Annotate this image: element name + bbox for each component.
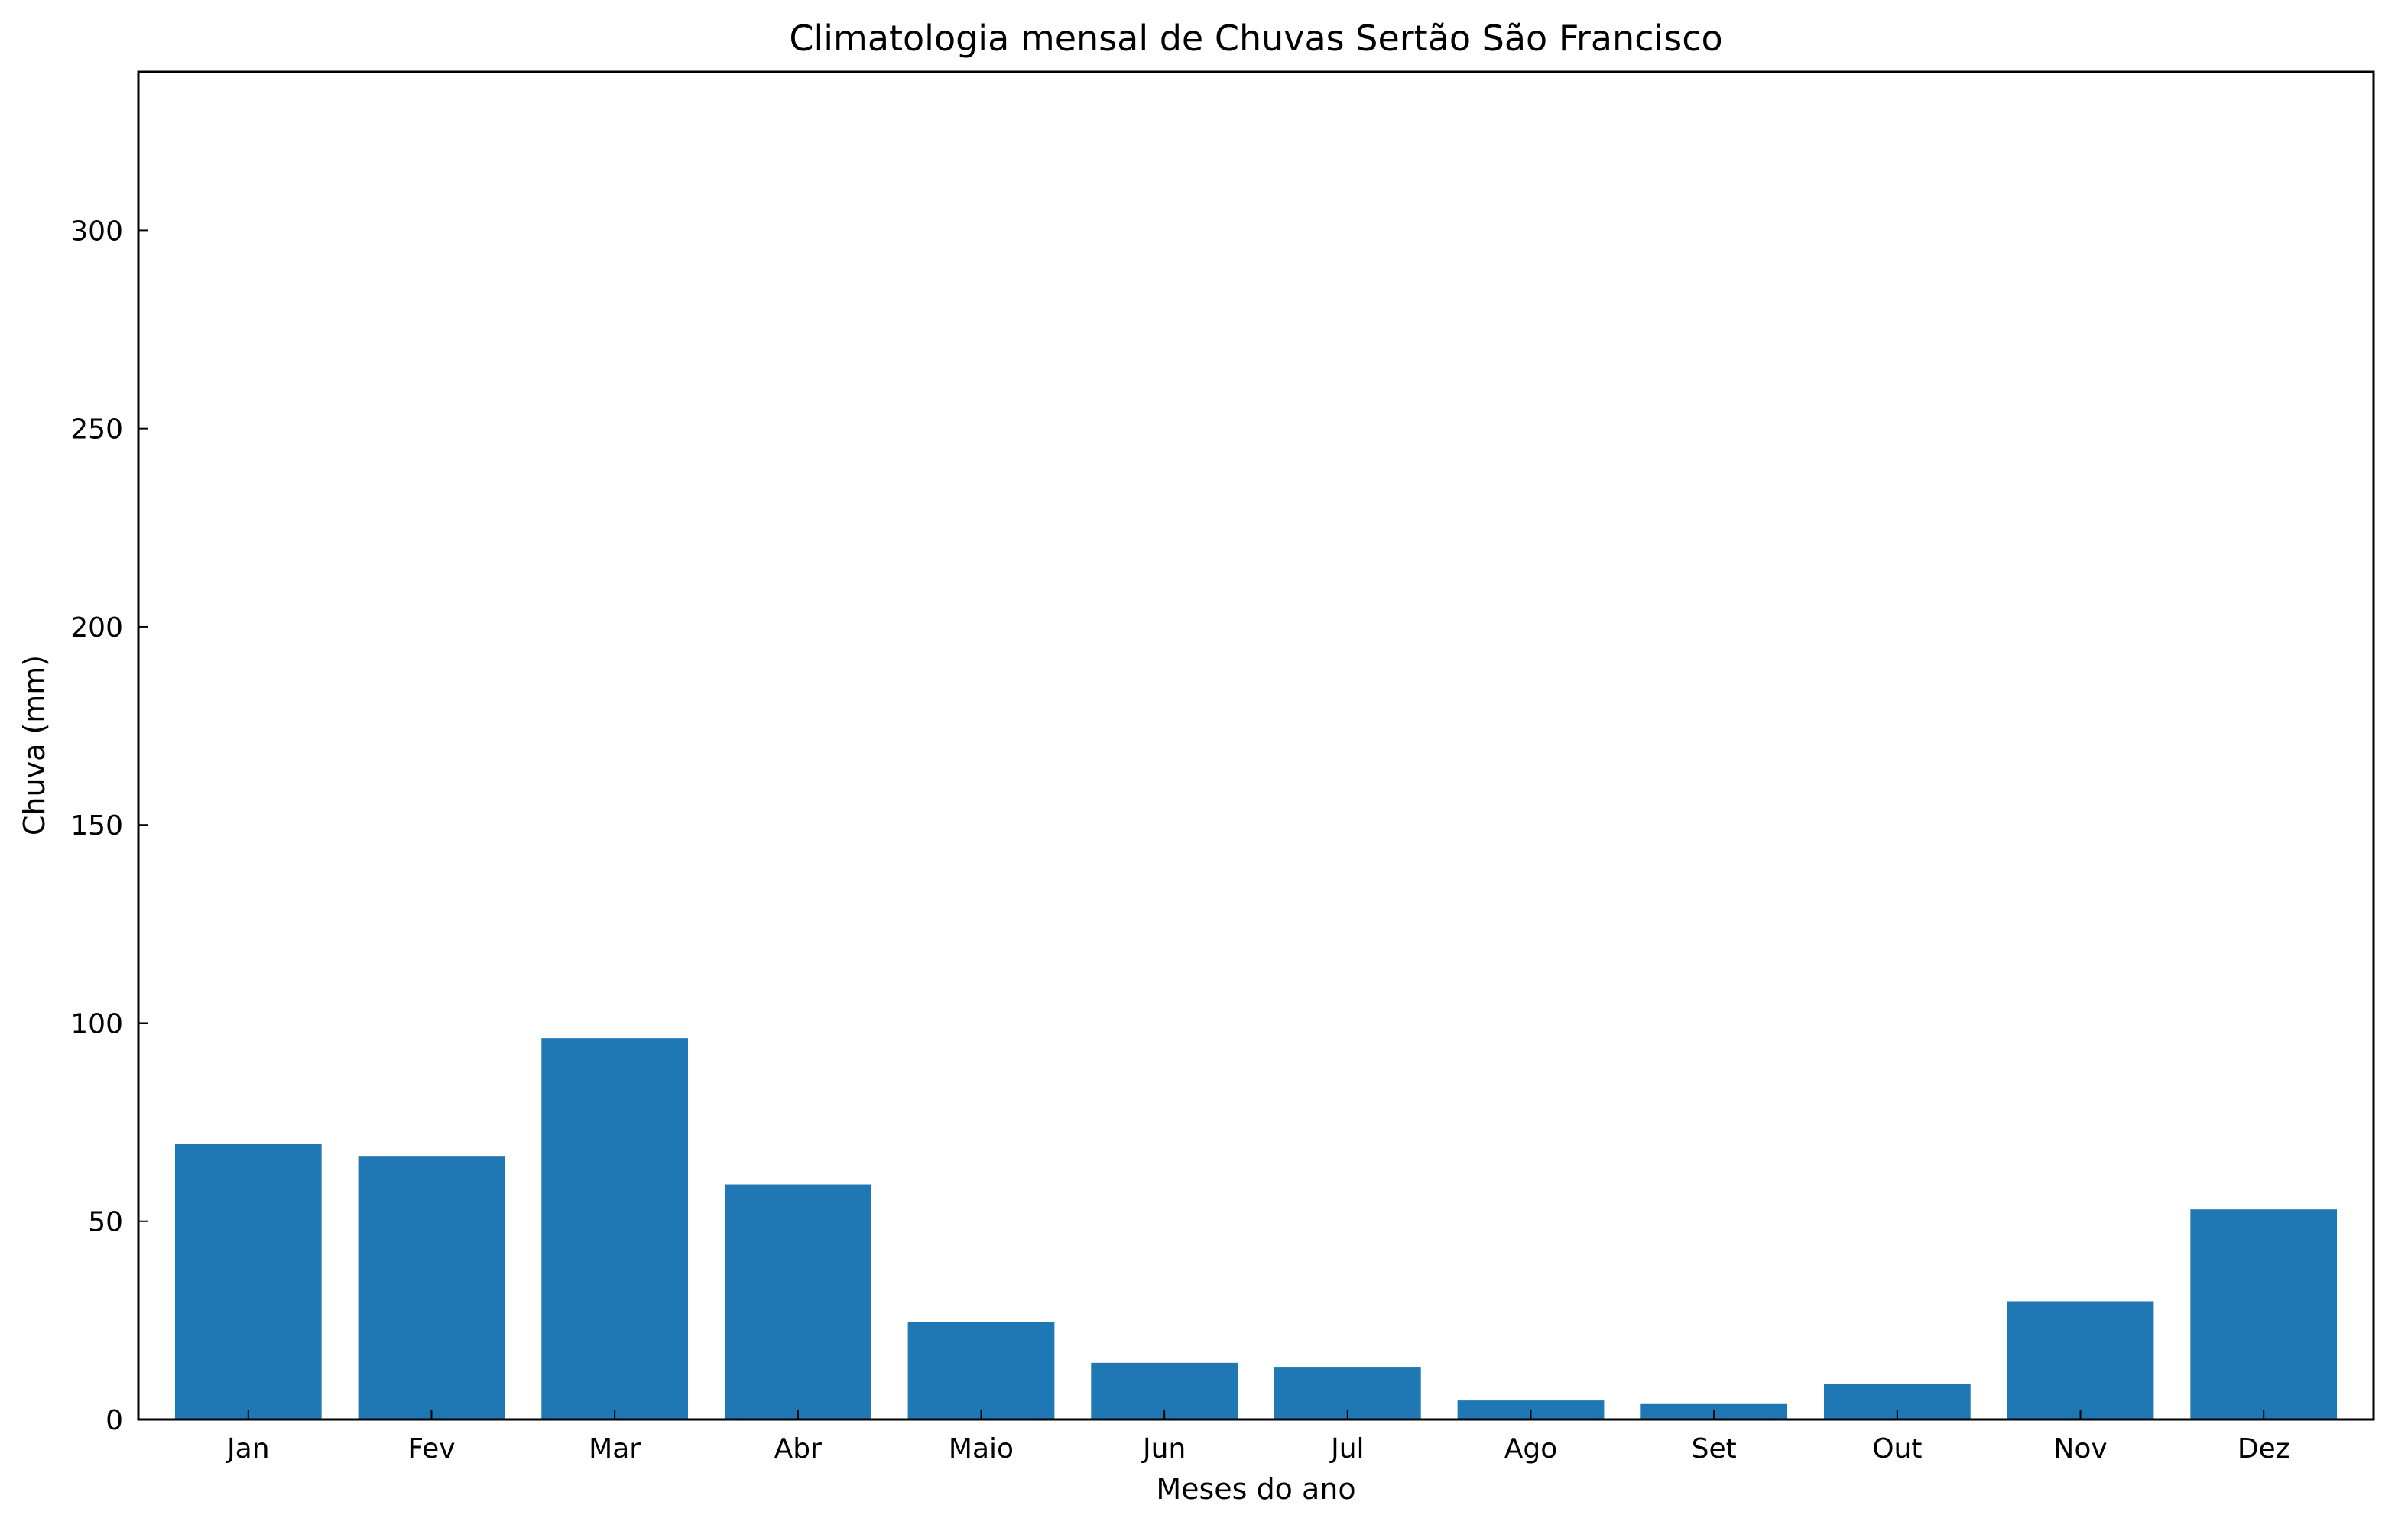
x-tick-label: Nov (2053, 1433, 2107, 1465)
bar-nov (2007, 1301, 2154, 1419)
y-tick-label: 250 (70, 414, 123, 446)
plot-frame (137, 70, 2375, 1421)
bar-abr (724, 1184, 871, 1419)
x-tick-label: Dez (2238, 1433, 2290, 1465)
y-tick-label: 50 (88, 1207, 123, 1238)
bar-maio (907, 1322, 1055, 1419)
y-tick-label: 0 (105, 1405, 123, 1436)
y-axis-label: Chuva (mm) (18, 655, 51, 835)
bar-fev (358, 1156, 505, 1419)
bar-jun (1091, 1362, 1238, 1419)
x-tick-label: Jul (1329, 1433, 1364, 1465)
x-tick-label: Ago (1504, 1433, 1558, 1465)
x-axis-ticks: Jan Fev Mar Abr Maio Jun Jul Ago Set Out Nov Dez (226, 1410, 2290, 1465)
x-axis-label: Meses do ano (1156, 1472, 1355, 1506)
chart-title: Climatologia mensal de Chuvas Sertão São… (789, 18, 1722, 59)
x-tick-label: Out (1872, 1433, 1922, 1465)
x-tick-label: Abr (774, 1433, 822, 1465)
bar-mar (541, 1038, 689, 1419)
y-tick-label: 100 (70, 1008, 123, 1040)
y-tick-label: 200 (70, 612, 123, 644)
x-tick-label: Fev (407, 1433, 455, 1465)
x-tick-label: Jan (226, 1433, 270, 1465)
y-axis-ticks: 0 50 100 150 200 250 300 (70, 216, 148, 1436)
y-tick-label: 150 (70, 810, 123, 842)
bar-jan (174, 1144, 322, 1419)
bar-dez (2190, 1209, 2338, 1419)
y-tick-label: 300 (70, 216, 123, 247)
x-tick-label: Maio (949, 1433, 1014, 1465)
x-tick-label: Jun (1141, 1433, 1186, 1465)
x-tick-label: Mar (589, 1433, 641, 1465)
x-tick-label: Set (1692, 1433, 1737, 1465)
